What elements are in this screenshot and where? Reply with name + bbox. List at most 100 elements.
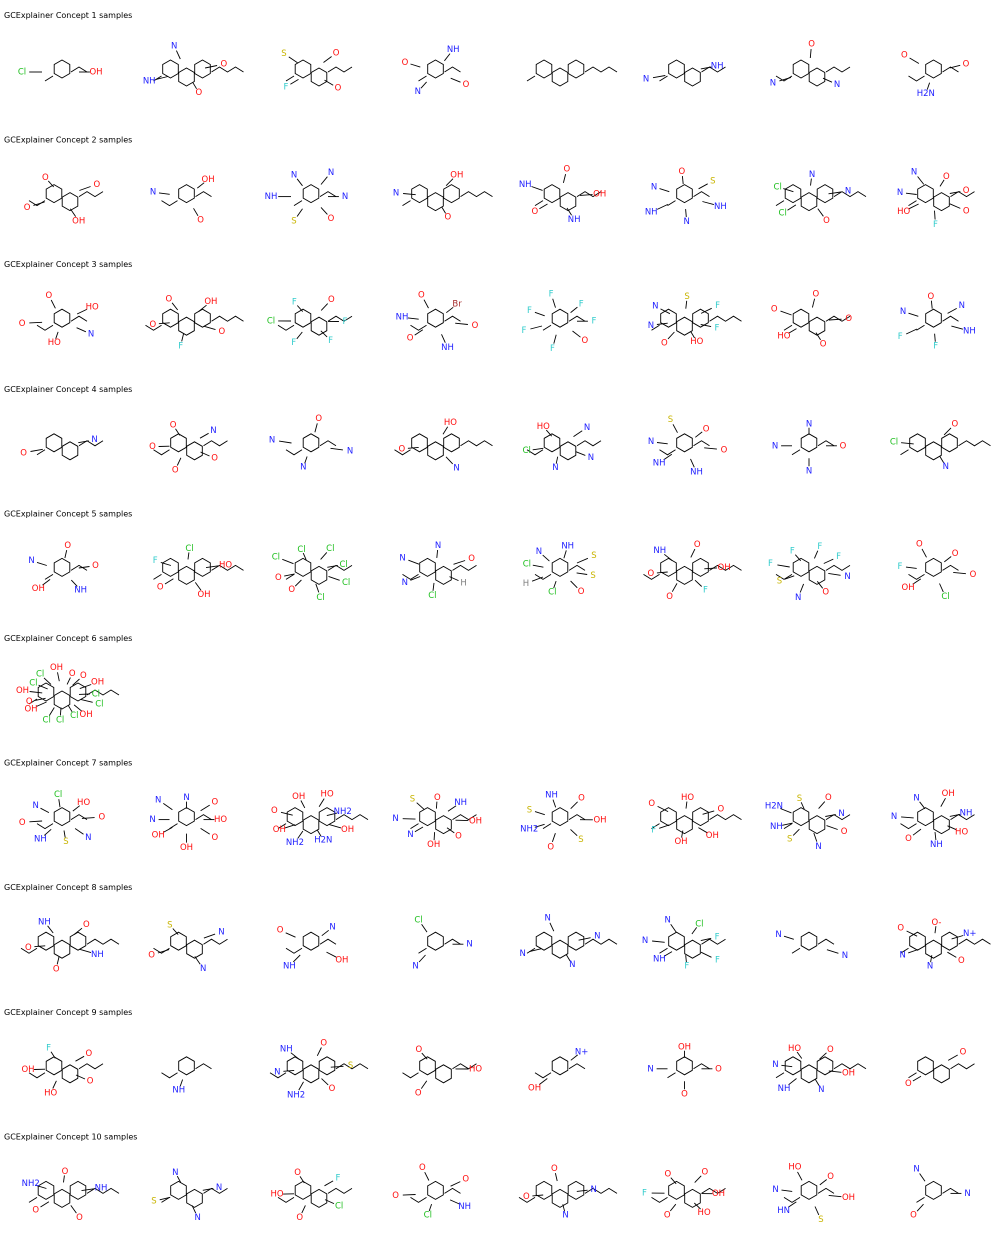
atom-label: Cl xyxy=(548,587,556,597)
bond xyxy=(801,1065,817,1083)
bond xyxy=(461,192,493,197)
bond xyxy=(325,80,334,85)
atom-label: N xyxy=(172,1168,178,1178)
molecule: OOClOHFO xyxy=(898,540,977,602)
bond xyxy=(918,808,934,826)
atom-label: OH xyxy=(674,837,687,847)
atom-label: NH xyxy=(91,950,104,960)
bond xyxy=(948,1055,958,1060)
atom-label: NH xyxy=(770,822,783,832)
bond xyxy=(62,1065,78,1083)
atom-label: F xyxy=(790,547,795,557)
atom-label: O xyxy=(963,186,970,196)
bond xyxy=(165,579,173,584)
molecule: OHON xyxy=(395,418,493,473)
bond xyxy=(920,802,925,809)
atom-label: Cl xyxy=(523,446,531,456)
molecule: ClClClOHOOHClClOHOOOHClClOH xyxy=(16,663,119,726)
atom-label: OH xyxy=(706,831,719,841)
bond xyxy=(554,335,556,344)
bond xyxy=(54,940,70,958)
molecule: OOOHO xyxy=(24,173,103,227)
atom-label: O xyxy=(166,294,173,304)
bond xyxy=(810,49,811,58)
atom-label: HO xyxy=(690,337,703,347)
bond xyxy=(661,808,677,826)
atom-label: N xyxy=(342,192,348,202)
bond xyxy=(926,940,942,958)
atom-label: S xyxy=(291,216,296,226)
bond xyxy=(411,64,421,67)
bond xyxy=(201,805,210,811)
atom-label: S xyxy=(710,177,715,187)
bond xyxy=(204,441,228,446)
bond xyxy=(303,185,319,203)
bond xyxy=(535,574,551,579)
bond xyxy=(685,940,701,958)
molecule: ONHOONH2 xyxy=(22,1167,119,1223)
atom-label: O xyxy=(910,1211,917,1221)
bond xyxy=(33,202,44,205)
atom-label: N xyxy=(328,168,334,178)
atom-label: N xyxy=(435,541,441,551)
bond xyxy=(913,829,921,835)
bond xyxy=(571,581,578,588)
bond xyxy=(159,323,170,324)
atom-label: HO xyxy=(86,302,99,312)
bond xyxy=(577,1190,588,1191)
bond xyxy=(660,450,676,455)
bond xyxy=(297,332,303,339)
bond xyxy=(579,938,591,941)
bond xyxy=(411,1197,427,1202)
atom-label: OH xyxy=(72,217,85,227)
bond xyxy=(577,441,601,446)
atom-label: O xyxy=(960,1047,967,1057)
atom-label: N xyxy=(684,217,690,227)
bond xyxy=(77,328,86,332)
atom-label: F xyxy=(684,962,689,972)
bond xyxy=(70,683,86,701)
atom-label: O xyxy=(271,806,278,816)
atom-label: O xyxy=(822,588,829,598)
atom-label: N xyxy=(33,801,39,811)
molecule: NO xyxy=(20,434,103,460)
atom-label: O xyxy=(32,1206,39,1216)
bond xyxy=(419,948,427,953)
atom-label: OH xyxy=(152,831,165,841)
bond xyxy=(577,558,588,563)
bond xyxy=(204,934,215,938)
bond xyxy=(196,1064,212,1069)
atom-label: O xyxy=(468,554,475,564)
atom-label: HO xyxy=(897,207,910,217)
atom-label: N xyxy=(775,930,781,940)
atom-label: OH xyxy=(91,678,104,688)
atom-label: O xyxy=(415,1045,422,1055)
atom-label: OH xyxy=(32,584,45,594)
molecule: OHON xyxy=(150,175,215,225)
bond xyxy=(154,450,170,455)
panel-title: GCExplainer Concept 9 samples xyxy=(4,1008,132,1017)
bond xyxy=(317,1048,321,1056)
atom-label: F xyxy=(527,306,532,316)
bond xyxy=(909,1073,917,1078)
bond xyxy=(800,584,803,593)
bond xyxy=(657,572,668,573)
bond xyxy=(172,303,178,310)
bond xyxy=(411,824,419,829)
molecule: NClO xyxy=(890,420,991,472)
atom-label: Cl xyxy=(428,591,436,601)
atom-label: N xyxy=(412,961,418,971)
bond xyxy=(669,60,685,78)
bond xyxy=(320,192,336,197)
atom-label: N xyxy=(964,1189,970,1199)
atom-label: F xyxy=(522,326,527,336)
bond xyxy=(801,434,817,452)
molecule: NONSNHH2NSO xyxy=(765,793,850,852)
bond xyxy=(685,1189,701,1207)
bond xyxy=(324,57,332,63)
bond xyxy=(455,323,468,324)
bond xyxy=(552,309,568,327)
atom-label: O xyxy=(329,1084,336,1094)
atom-label: N xyxy=(393,188,399,198)
